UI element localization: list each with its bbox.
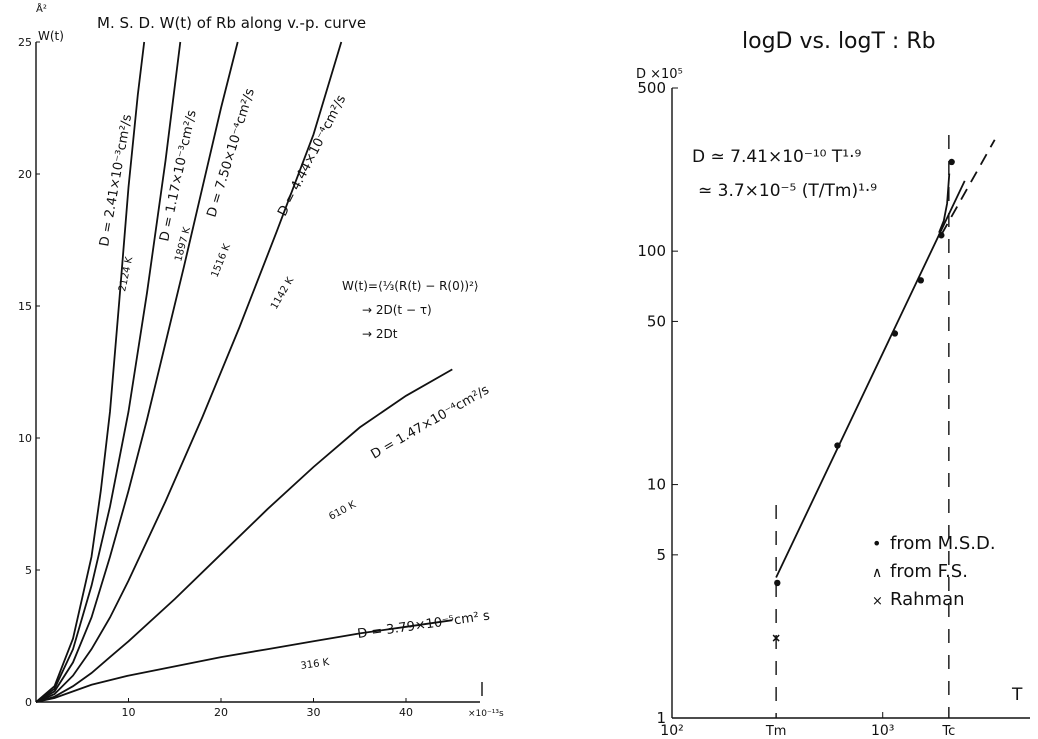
logd-chart-title: logD vs. logT : Rb xyxy=(742,29,936,54)
logd-points xyxy=(772,158,955,642)
msd-dlabel-1516k: D = 7.50×10⁻⁴cm²/s xyxy=(204,87,258,220)
logd-y-tick-label: 50 xyxy=(647,312,666,330)
msd-formula-line2: → 2D(t − τ) xyxy=(362,303,432,317)
msd-chart-title: M. S. D. W(t) of Rb along v.-p. curve xyxy=(97,14,366,32)
logd-fit-line xyxy=(775,180,966,578)
msd-temp-1897k: 1897 K xyxy=(173,226,193,263)
logd-msd-point xyxy=(938,232,945,239)
msd-x-tick-label: 10 xyxy=(122,706,136,719)
msd-curve-1897k xyxy=(35,41,182,703)
msd-y-tick-label: 5 xyxy=(25,564,32,577)
msd-x-ticks: 10 20 30 40 xyxy=(122,698,413,719)
legend-label-rahman: Rahman xyxy=(890,589,965,610)
logd-y-axis-label: D ×10⁵ xyxy=(636,67,683,82)
logd-msd-point xyxy=(917,277,924,284)
logd-lines xyxy=(775,139,996,578)
logd-y-tick-label: 500 xyxy=(637,79,666,97)
msd-curve-610k xyxy=(35,368,453,703)
logd-chart: logD vs. logT : Rb D ×10⁵ T 1 5 10 50 100 500… xyxy=(636,29,1030,739)
legend-label-msd: from M.S.D. xyxy=(890,533,996,554)
logd-dashed-extension xyxy=(940,139,996,235)
logd-msd-point xyxy=(891,330,899,337)
logd-near-critical-curve xyxy=(938,173,951,234)
msd-curve-316k xyxy=(35,619,453,703)
legend-label-fs: from F.S. xyxy=(890,561,968,582)
msd-temp-610k: 610 K xyxy=(327,499,358,522)
msd-y-tick-label: 10 xyxy=(18,432,32,445)
logd-msd-point xyxy=(948,158,955,166)
logd-msd-point xyxy=(834,442,841,449)
msd-y-tick-label: 0 xyxy=(25,696,32,709)
logd-msd-point xyxy=(774,579,781,587)
msd-dlabel-610k: D = 1.47×10⁻⁴cm²/s xyxy=(369,382,493,462)
msd-x-tick-label: 20 xyxy=(214,706,228,719)
legend-marker-msd: • xyxy=(872,534,881,553)
msd-curve-1142k xyxy=(35,41,343,703)
logd-y-tick-label: 100 xyxy=(637,242,666,260)
logd-temperature-markers: Tm Tc xyxy=(765,135,955,739)
legend-marker-fs: ∧ xyxy=(872,565,882,581)
legend-marker-rahman: × xyxy=(872,594,883,609)
msd-temp-2124k: 2124 K xyxy=(117,255,135,292)
msd-y-ticks: 0 5 10 15 20 25 xyxy=(18,36,40,709)
logd-legend: • from M.S.D. ∧ from F.S. × Rahman xyxy=(872,533,996,610)
msd-y-tick-label: 15 xyxy=(18,300,32,313)
msd-temp-316k: 316 K xyxy=(300,657,331,672)
logd-x-ticks: 10² 10³ xyxy=(660,712,894,739)
msd-y-axis-label: W(t) xyxy=(38,29,64,43)
logd-equation-line1: D ≃ 7.41×10⁻¹⁰ T¹·⁹ xyxy=(692,147,861,167)
logd-x-tick-label: 10³ xyxy=(871,723,894,739)
logd-x-tick-label: 10² xyxy=(660,723,683,739)
msd-temp-1142k: 1142 K xyxy=(269,275,296,311)
logd-y-tick-label: 5 xyxy=(656,546,666,564)
msd-y-unit: Å² xyxy=(36,2,47,15)
msd-curves xyxy=(35,41,453,703)
msd-formula-line3: → 2Dt xyxy=(362,327,398,341)
logd-equation-line2: ≃ 3.7×10⁻⁵ (T/Tm)¹·⁹ xyxy=(698,181,877,201)
logd-y-ticks: 1 5 10 50 100 500 xyxy=(637,79,678,727)
msd-x-tick-label: 30 xyxy=(307,706,321,719)
logd-x-axis-label: T xyxy=(1011,685,1023,705)
msd-dlabel-1142k: D = 4.44×10⁻⁴cm²/s xyxy=(275,93,349,219)
msd-y-tick-label: 20 xyxy=(18,168,32,181)
msd-dlabel-316k: D = 3.79×10⁻⁵cm² s xyxy=(356,608,491,641)
msd-x-unit: ×10⁻¹³s xyxy=(468,709,504,719)
logd-marker-label-tc: Tc xyxy=(941,724,955,739)
logd-y-tick-label: 10 xyxy=(647,476,666,494)
msd-y-tick-label: 25 xyxy=(18,36,32,49)
logd-rahman-point xyxy=(772,634,780,642)
msd-temp-1516k: 1516 K xyxy=(210,242,234,279)
msd-curve-2124k xyxy=(35,41,146,703)
logd-y-tick-label: 1 xyxy=(656,709,666,727)
logd-marker-label-tm: Tm xyxy=(765,724,787,739)
msd-curve-1516k xyxy=(35,41,239,703)
msd-formula-line1: W(t)=⟨⅓(R(t) − R(0))²⟩ xyxy=(342,279,479,293)
msd-chart: M. S. D. W(t) of Rb along v.-p. curve Å²… xyxy=(18,2,504,719)
msd-x-tick-label: 40 xyxy=(399,706,413,719)
